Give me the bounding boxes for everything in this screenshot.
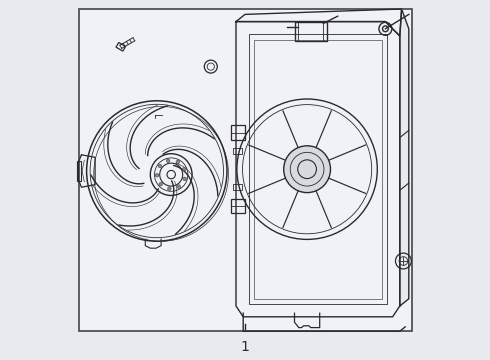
- Bar: [231, 198, 245, 213]
- Circle shape: [158, 164, 162, 168]
- Circle shape: [182, 167, 186, 171]
- Circle shape: [183, 177, 187, 181]
- Text: 1: 1: [241, 341, 249, 354]
- Polygon shape: [400, 9, 409, 306]
- Circle shape: [177, 185, 181, 188]
- Circle shape: [159, 183, 163, 186]
- Bar: [254, 40, 382, 299]
- Circle shape: [176, 160, 179, 164]
- Circle shape: [168, 187, 171, 190]
- Circle shape: [166, 159, 170, 162]
- Bar: [116, 42, 125, 51]
- Circle shape: [155, 174, 159, 177]
- Bar: [233, 184, 242, 190]
- Bar: [77, 161, 81, 181]
- Bar: [248, 34, 387, 304]
- Bar: [233, 148, 242, 154]
- Bar: [79, 9, 413, 331]
- Circle shape: [284, 146, 330, 193]
- Bar: [231, 126, 245, 140]
- Bar: [294, 22, 327, 41]
